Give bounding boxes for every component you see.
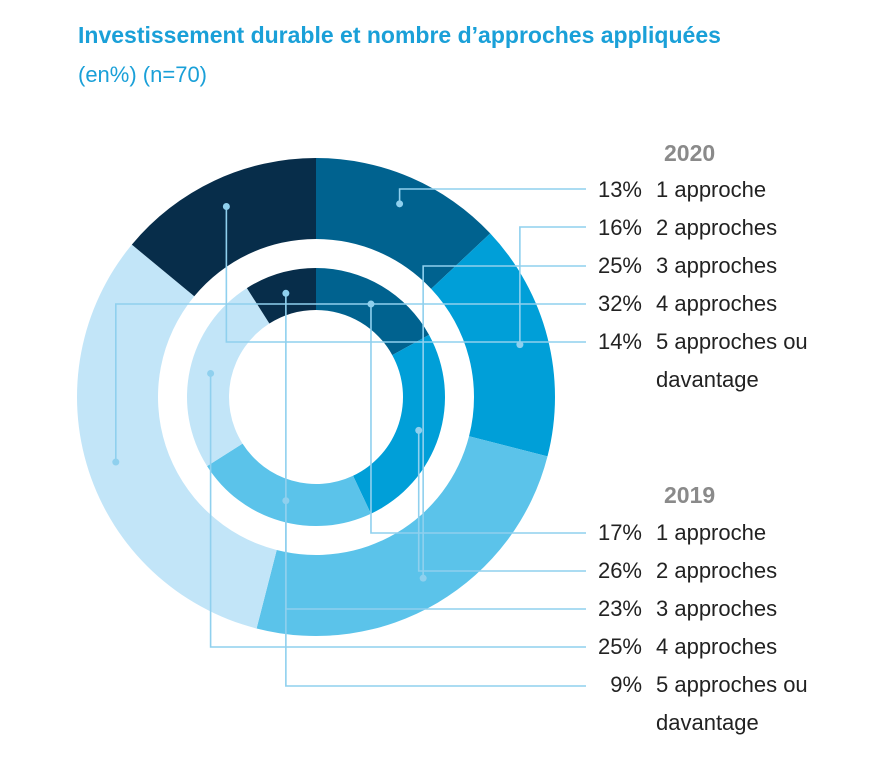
legend-item-2019-1: 17% 1 approche — [588, 514, 766, 552]
legend-item-2020-3: 25% 3 approches — [588, 247, 777, 285]
legend-year-2019: 2019 — [664, 482, 716, 508]
legend-item-2019-5: 9% 5 approches ou davantage — [588, 666, 856, 742]
legend-label: 4 approches — [656, 291, 778, 316]
slice-2020-4-approches — [76, 244, 277, 629]
legend-year-2020: 2020 — [664, 140, 716, 166]
slice-2019-2-approches — [353, 334, 445, 514]
slice-2019-5-approches-ou-davantage — [246, 268, 316, 324]
leader-dot-2019-4-approches — [207, 369, 215, 377]
legend-label: 5 approches ou davantage — [656, 672, 808, 735]
legend-pct: 32% — [597, 291, 642, 316]
legend-pct: 23% — [597, 596, 642, 621]
slice-2019-1-approche — [316, 268, 430, 356]
legend-item-2019-3: 23% 3 approches — [588, 590, 777, 628]
leader-dot-2019-2-approches — [415, 426, 423, 434]
slice-2020-3-approches — [256, 436, 548, 636]
leader-2020-4-approches — [115, 303, 586, 463]
legend-label: 3 approches — [656, 253, 778, 278]
chart-subtitle: (en%) (n=70) — [78, 62, 208, 87]
legend-item-2020-1: 13% 1 approche — [588, 171, 766, 209]
legend-label: 1 approche — [656, 177, 767, 202]
slice-2020-2-approches — [431, 233, 555, 457]
legend-pct: 14% — [597, 329, 642, 354]
legend-pct: 16% — [597, 215, 642, 240]
leader-2019-2-approches — [417, 430, 586, 572]
legend-item-2019-2: 26% 2 approches — [588, 552, 777, 590]
legend-item-2020-2: 16% 2 approches — [588, 209, 777, 247]
legend-item-2019-4: 25% 4 approches — [588, 628, 777, 666]
leader-2020-5-approches-ou-davantage — [225, 206, 586, 343]
legend-pct: 17% — [597, 520, 642, 545]
legend-pct: 26% — [597, 558, 642, 583]
chart-title: Investissement durable et nombre d’appro… — [78, 22, 721, 48]
legend-label: 5 approches ou davantage — [656, 329, 808, 392]
legend-pct: 9% — [610, 672, 642, 697]
legend-label: 3 approches — [656, 596, 778, 621]
leader-dot-2020-3-approches — [419, 574, 427, 582]
leader-dot-2020-1-approche — [396, 200, 404, 208]
slice-2020-1-approche — [316, 158, 491, 289]
legend-item-2020-5: 14% 5 approches ou davantage — [588, 323, 856, 399]
legend-label: 1 approche — [656, 520, 767, 545]
legend-label: 4 approches — [656, 634, 778, 659]
leader-dot-2019-1-approche — [367, 300, 375, 308]
slice-2020-5-approches-ou-davantage — [131, 158, 316, 297]
leader-2020-3-approches — [422, 265, 586, 579]
leader-dot-2020-4-approches — [112, 458, 120, 466]
legend-pct: 25% — [597, 634, 642, 659]
leader-dot-2020-5-approches-ou-davantage — [222, 203, 230, 211]
leader-2019-4-approches — [209, 373, 586, 648]
legend-label: 2 approches — [656, 558, 778, 583]
leader-dot-2020-2-approches — [516, 341, 524, 349]
leader-2019-5-approches-ou-davantage — [285, 293, 586, 687]
leader-2019-1-approche — [370, 304, 586, 534]
slice-2019-4-approches — [187, 288, 270, 467]
leader-2020-1-approche — [398, 188, 586, 204]
legend-pct: 25% — [597, 253, 642, 278]
leader-lines — [112, 188, 586, 687]
leader-2020-2-approches — [519, 226, 586, 345]
legend-item-2020-4: 32% 4 approches — [588, 285, 777, 323]
legend-label: 2 approches — [656, 215, 778, 240]
legend-pct: 13% — [597, 177, 642, 202]
slice-2019-3-approches — [207, 443, 371, 526]
donut-rings — [76, 158, 555, 636]
leader-dot-2019-5-approches-ou-davantage — [282, 289, 290, 297]
